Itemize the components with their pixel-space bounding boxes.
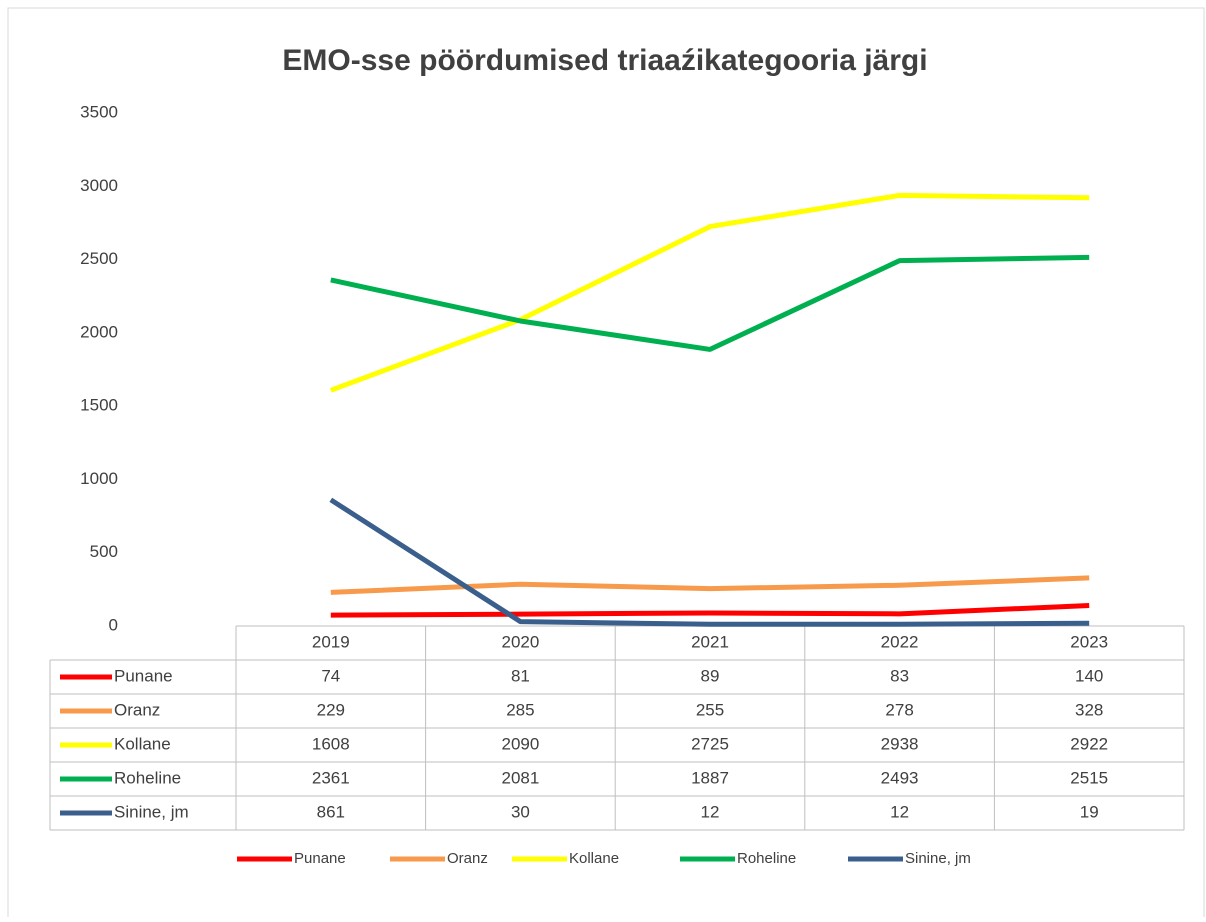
table-cell: 2493 xyxy=(881,768,919,787)
chart-title: EMO-sse pöördumised triaaźikategooria jä… xyxy=(282,44,927,77)
table-cell: 255 xyxy=(696,700,724,719)
y-tick-label: 3000 xyxy=(80,176,118,195)
table-cell: 229 xyxy=(317,700,345,719)
table-cell: 861 xyxy=(317,802,345,821)
table-cell: 2922 xyxy=(1070,734,1108,753)
x-tick-label: 2020 xyxy=(501,632,539,651)
legend-label: Kollane xyxy=(569,850,619,867)
table-cell: 1887 xyxy=(691,768,729,787)
y-tick-label: 2500 xyxy=(80,249,118,268)
series-line xyxy=(330,254,1090,352)
table-cell: 328 xyxy=(1075,700,1103,719)
table-cell: 12 xyxy=(890,802,909,821)
chart-border xyxy=(7,7,1205,922)
y-tick-label: 1000 xyxy=(80,469,118,488)
series-line xyxy=(330,575,1090,595)
table-cell: 30 xyxy=(511,802,530,821)
table-cell: 1608 xyxy=(312,734,350,753)
series-line xyxy=(329,497,1090,627)
y-tick-label: 500 xyxy=(90,542,118,561)
table-series-name: Punane xyxy=(114,666,173,685)
series-line xyxy=(329,192,1090,393)
table-cell: 12 xyxy=(701,802,720,821)
legend-label: Punane xyxy=(294,850,346,867)
x-tick-label: 2019 xyxy=(312,632,350,651)
table-cell: 89 xyxy=(701,666,720,685)
table-cell: 278 xyxy=(885,700,913,719)
y-tick-label: 0 xyxy=(109,615,118,634)
table-cell: 2725 xyxy=(691,734,729,753)
x-tick-label: 2021 xyxy=(691,632,729,651)
table-cell: 74 xyxy=(321,666,340,685)
table-cell: 19 xyxy=(1080,802,1099,821)
table-cell: 2515 xyxy=(1070,768,1108,787)
table-cell: 140 xyxy=(1075,666,1103,685)
table-series-name: Oranz xyxy=(114,700,160,719)
table-cell: 2361 xyxy=(312,768,350,787)
series-line xyxy=(330,602,1090,618)
legend-label: Roheline xyxy=(737,850,796,867)
table-cell: 2090 xyxy=(501,734,539,753)
legend-label: Sinine, jm xyxy=(905,850,971,867)
y-tick-label: 3500 xyxy=(80,102,118,121)
y-tick-label: 2000 xyxy=(80,322,118,341)
table-series-name: Roheline xyxy=(114,768,181,787)
legend-label: Oranz xyxy=(447,850,488,867)
table-cell: 81 xyxy=(511,666,530,685)
y-tick-label: 1500 xyxy=(80,396,118,415)
table-cell: 2938 xyxy=(881,734,919,753)
table-cell: 2081 xyxy=(501,768,539,787)
table-cell: 83 xyxy=(890,666,909,685)
table-series-name: Sinine, jm xyxy=(114,802,189,821)
table-cell: 285 xyxy=(506,700,534,719)
x-tick-label: 2022 xyxy=(881,632,919,651)
table-series-name: Kollane xyxy=(114,734,171,753)
x-tick-label: 2023 xyxy=(1070,632,1108,651)
